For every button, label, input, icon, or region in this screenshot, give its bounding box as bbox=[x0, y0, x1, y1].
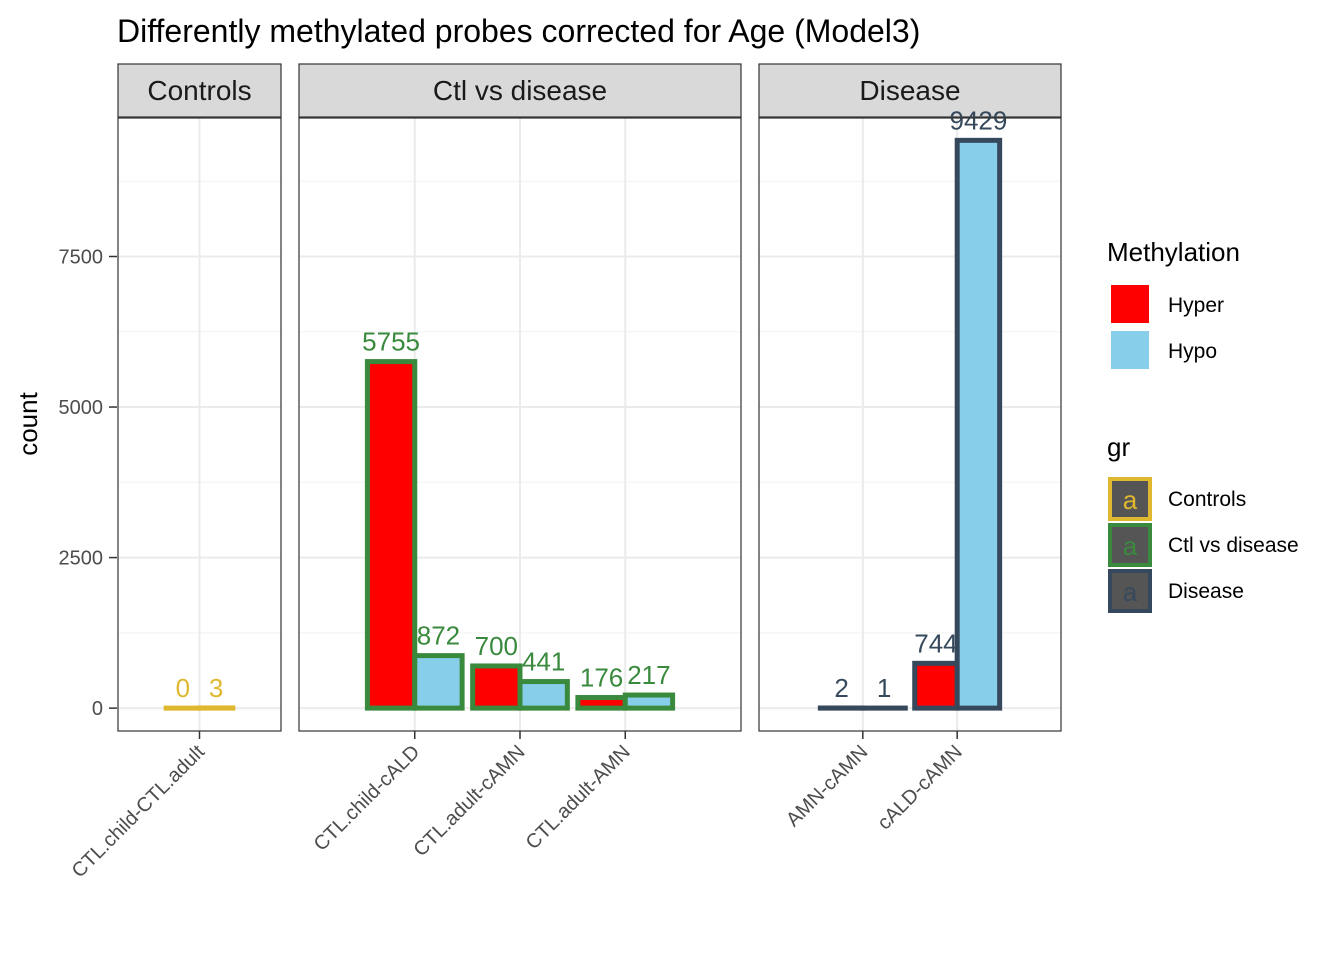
bar-value-label: 700 bbox=[475, 631, 518, 661]
facet-strip-label: Controls bbox=[147, 75, 251, 106]
y-tick-label: 2500 bbox=[59, 548, 104, 570]
legend: Methylation Hyper Hypo gr a Controls a Ctl vs d… bbox=[1107, 237, 1299, 613]
bar-value-label: 0 bbox=[176, 673, 190, 703]
bar-value-label: 5755 bbox=[362, 327, 420, 357]
y-tick-label: 7500 bbox=[59, 246, 104, 268]
panel-background bbox=[759, 118, 1061, 731]
bar-value-label: 1 bbox=[877, 673, 891, 703]
facet-strip bbox=[758, 63, 1062, 118]
y-tick-label: 5000 bbox=[59, 397, 104, 419]
legend-key-glyph: a bbox=[1123, 485, 1138, 515]
legend-fill-key bbox=[1111, 285, 1149, 323]
bar-value-label: 744 bbox=[914, 628, 957, 658]
y-axis-label: count bbox=[13, 391, 43, 455]
bar-value-label: 2 bbox=[834, 673, 848, 703]
x-tick-label: cALD-cAMN bbox=[873, 741, 966, 834]
bar bbox=[517, 679, 570, 711]
chart-title: Differently methylated probes corrected … bbox=[117, 13, 920, 49]
legend-colour-label: Ctl vs disease bbox=[1168, 534, 1299, 557]
bar bbox=[470, 663, 523, 711]
legend-fill-key bbox=[1111, 331, 1149, 369]
bar-value-label: 3 bbox=[209, 673, 223, 703]
bar-value-label: 9429 bbox=[950, 105, 1008, 135]
facet-strip-label: Ctl vs disease bbox=[433, 75, 607, 106]
legend-fill-label: Hyper bbox=[1168, 294, 1224, 317]
bar bbox=[912, 660, 960, 711]
bar bbox=[575, 695, 628, 711]
facet-panel: Disease 2 1 744 9429 AMN-cAMN cALD-cAMN bbox=[758, 63, 1062, 834]
legend-colour-label: Controls bbox=[1168, 488, 1246, 511]
legend-fill-label: Hypo bbox=[1168, 340, 1217, 363]
x-tick-label: CTL.adult-AMN bbox=[522, 741, 635, 854]
bar-value-label: 441 bbox=[522, 647, 565, 677]
bar bbox=[412, 653, 465, 711]
x-tick-label: AMN-cAMN bbox=[782, 741, 872, 831]
bar bbox=[364, 359, 418, 711]
legend-key-glyph: a bbox=[1123, 531, 1138, 561]
bar-value-label: 176 bbox=[580, 663, 623, 693]
legend-colour-key bbox=[1108, 523, 1152, 567]
legend-colour-title: gr bbox=[1107, 432, 1130, 462]
legend-colour-key bbox=[1108, 569, 1152, 613]
x-tick-label: CTL.child-CTL.adult bbox=[68, 741, 210, 883]
legend-key-glyph: a bbox=[1123, 577, 1138, 607]
x-tick-label: CTL.adult-cAMN bbox=[409, 741, 529, 861]
bar bbox=[622, 692, 676, 711]
bar-value-label: 217 bbox=[627, 660, 670, 690]
x-tick-label: CTL.child-cALD bbox=[310, 741, 425, 856]
facet-strip bbox=[298, 63, 742, 118]
bar bbox=[954, 137, 1003, 711]
facet-strip bbox=[117, 63, 282, 118]
y-tick-label: 0 bbox=[92, 698, 103, 720]
legend-colour-key bbox=[1108, 477, 1152, 521]
bar-value-label: 872 bbox=[417, 621, 460, 651]
legend-colour-label: Disease bbox=[1168, 580, 1244, 603]
legend-fill-title: Methylation bbox=[1107, 237, 1240, 267]
y-axis: 0 2500 5000 7500 bbox=[59, 246, 117, 720]
panel-border bbox=[758, 117, 1062, 732]
facet-strip-label: Disease bbox=[859, 75, 960, 106]
